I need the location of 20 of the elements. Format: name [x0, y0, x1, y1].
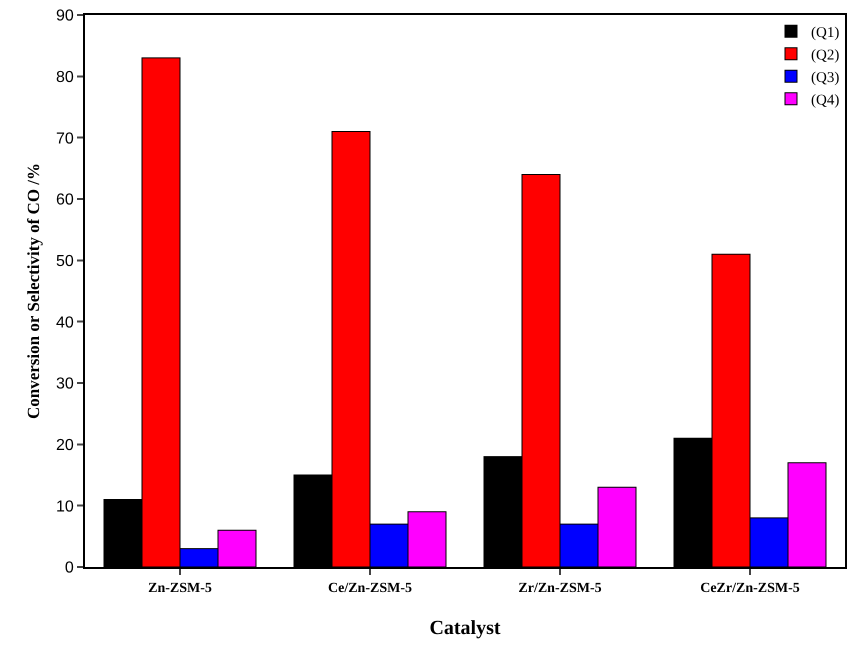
legend-label: (Q3) — [811, 70, 840, 86]
y-tick-label: 40 — [56, 314, 74, 332]
y-tick-label: 90 — [56, 8, 74, 25]
y-tick-label: 50 — [56, 252, 74, 270]
x-tick-label: Ce/Zn-ZSM-5 — [328, 580, 412, 596]
y-tick-label: 10 — [56, 498, 74, 516]
y-axis-title: Conversion or Selectivity of CO /% — [24, 162, 44, 420]
x-axis-title: Catalyst — [429, 616, 501, 639]
legend-label: (Q2) — [811, 48, 840, 64]
x-tick-label: CeZr/Zn-ZSM-5 — [700, 580, 800, 596]
y-tick-label: 70 — [56, 130, 74, 148]
y-tick-label: 60 — [56, 192, 74, 209]
x-tick-label: Zn-ZSM-5 — [148, 580, 212, 596]
x-tick-label: Zr/Zn-ZSM-5 — [518, 580, 602, 596]
y-tick-label: 30 — [56, 376, 74, 393]
y-tick-label: 0 — [64, 560, 74, 577]
legend-label: (Q4) — [811, 92, 840, 109]
legend-label: (Q1) — [811, 25, 840, 42]
y-tick-label: 20 — [56, 436, 74, 454]
y-tick-label: 80 — [56, 68, 74, 86]
